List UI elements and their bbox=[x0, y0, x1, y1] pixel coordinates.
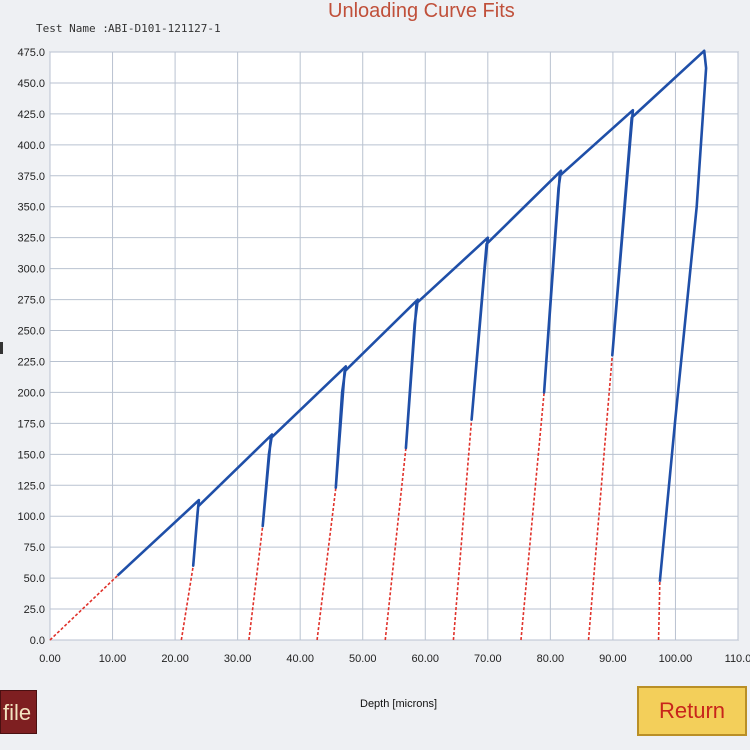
y-tick-label: 150.0 bbox=[17, 449, 45, 461]
fit-line bbox=[520, 392, 545, 641]
return-button[interactable]: Return bbox=[637, 686, 747, 736]
fit-line bbox=[587, 355, 614, 641]
y-tick-label: 125.0 bbox=[17, 480, 45, 492]
x-tick-label: 70.00 bbox=[474, 653, 502, 665]
loading-curve bbox=[116, 49, 708, 582]
y-tick-label: 75.0 bbox=[24, 542, 45, 554]
x-tick-label: 90.00 bbox=[599, 653, 627, 665]
x-tick-label: 50.00 bbox=[349, 653, 377, 665]
fit-line bbox=[248, 526, 264, 641]
fit-line bbox=[180, 565, 195, 641]
y-axis-side-marker bbox=[0, 342, 3, 354]
x-tick-label: 0.00 bbox=[39, 653, 60, 665]
y-tick-label: 200.0 bbox=[17, 387, 45, 399]
unloading-curve-chart: 0.00 10.00 20.00 30.00 40.00 50.00 60.00 70.00 8… bbox=[17, 47, 750, 665]
file-button[interactable]: file bbox=[0, 690, 37, 734]
x-tick-label: 100.00 bbox=[659, 653, 693, 665]
fit-line bbox=[49, 575, 119, 641]
y-tick-label: 250.0 bbox=[17, 326, 45, 338]
y-tick-label: 400.0 bbox=[17, 140, 45, 152]
y-tick-label: 225.0 bbox=[17, 356, 45, 368]
x-tick-label: 20.00 bbox=[161, 653, 189, 665]
x-tick-label: 60.00 bbox=[412, 653, 440, 665]
window-title: Unloading Curve Fits bbox=[328, 0, 515, 22]
y-tick-label: 175.0 bbox=[17, 418, 45, 430]
y-tick-label: 475.0 bbox=[17, 47, 45, 59]
y-tick-label: 350.0 bbox=[17, 202, 45, 214]
test-name-value: ABI-D101-121127-1 bbox=[108, 22, 221, 35]
y-tick-label: 100.0 bbox=[17, 511, 45, 523]
x-tick-label: 30.00 bbox=[224, 653, 252, 665]
y-tick-label: 25.0 bbox=[24, 604, 45, 616]
y-tick-label: 50.0 bbox=[24, 573, 45, 585]
test-name-label: Test Name : bbox=[36, 22, 109, 35]
plot-area bbox=[49, 51, 739, 641]
y-tick-label: 325.0 bbox=[17, 233, 45, 245]
y-tick-label: 275.0 bbox=[17, 295, 45, 307]
y-tick-label: 300.0 bbox=[17, 264, 45, 276]
fit-line bbox=[384, 448, 407, 641]
x-tick-label: 40.00 bbox=[286, 653, 314, 665]
fit-line bbox=[316, 487, 337, 641]
x-tick-label: 110.0 bbox=[725, 653, 750, 665]
x-axis-label: Depth [microns] bbox=[360, 698, 438, 710]
y-tick-label: 450.0 bbox=[17, 78, 45, 90]
fit-line bbox=[452, 419, 473, 641]
x-tick-label: 80.00 bbox=[537, 653, 565, 665]
y-tick-label: 425.0 bbox=[17, 109, 45, 121]
y-tick-label: 0.0 bbox=[30, 635, 45, 647]
x-tick-label: 10.00 bbox=[99, 653, 127, 665]
y-tick-label: 375.0 bbox=[17, 171, 45, 183]
